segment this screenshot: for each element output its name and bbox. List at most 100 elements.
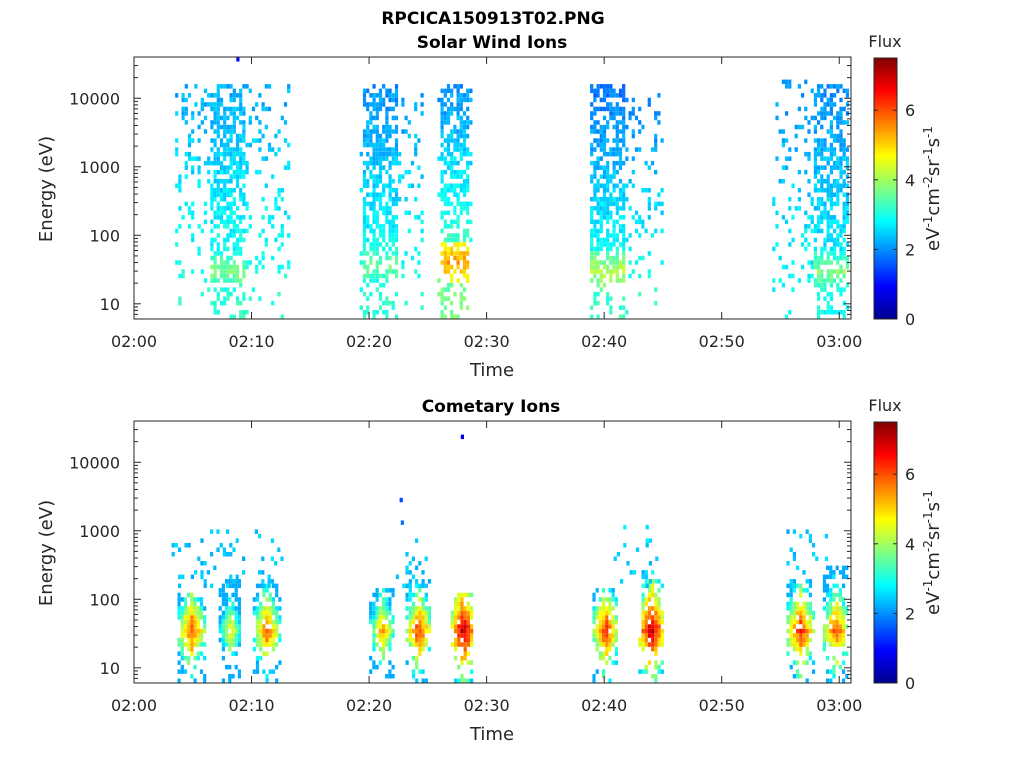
heatmap-cell — [223, 224, 227, 229]
heatmap-cell — [596, 160, 600, 166]
heatmap-cell — [622, 228, 626, 234]
heatmap-cell — [595, 610, 599, 616]
heatmap-cell — [654, 678, 658, 683]
heatmap-cell — [453, 192, 457, 197]
heatmap-cell — [375, 251, 379, 256]
heatmap-cell — [369, 610, 373, 616]
heatmap-cell — [599, 273, 603, 279]
heatmap-cell — [394, 273, 399, 279]
colorbar-tick-label: 6 — [905, 101, 915, 120]
heatmap-cell — [826, 260, 830, 265]
heatmap-cell — [812, 543, 816, 548]
heatmap-cell — [287, 233, 291, 238]
heatmap-cell — [199, 637, 204, 643]
heatmap-cell — [599, 97, 603, 103]
heatmap-cell — [235, 251, 240, 256]
heatmap-cell — [602, 183, 607, 188]
heatmap-cell — [226, 124, 230, 130]
heatmap-cell — [427, 579, 432, 584]
heatmap-cell — [362, 228, 367, 234]
heatmap-cell — [631, 97, 635, 103]
heatmap-cell — [418, 619, 422, 625]
heatmap-cell — [623, 524, 627, 530]
heatmap-cell — [622, 201, 626, 207]
heatmap-cell — [446, 147, 451, 152]
heatmap-cell — [839, 160, 843, 166]
heatmap-cell — [210, 273, 214, 279]
heatmap-cell — [207, 160, 211, 166]
heatmap-cell — [454, 646, 458, 652]
heatmap-cell — [817, 206, 821, 211]
heatmap-cell — [424, 583, 428, 589]
heatmap-cell — [225, 624, 229, 629]
heatmap-cell — [178, 300, 182, 306]
heatmap-cell — [255, 255, 259, 261]
heatmap-cell — [641, 188, 645, 193]
heatmap-cell — [372, 273, 376, 279]
heatmap-cell — [606, 169, 610, 175]
heatmap-cell — [813, 151, 817, 157]
heatmap-cell — [385, 300, 389, 306]
heatmap-cell — [408, 592, 412, 598]
heatmap-cell — [606, 106, 610, 112]
heatmap-cell — [239, 282, 243, 288]
heatmap-cell — [836, 88, 840, 94]
heatmap-cell — [242, 169, 246, 175]
heatmap-cell — [593, 228, 597, 234]
heatmap-cell — [609, 310, 613, 315]
heatmap-cell — [641, 583, 645, 589]
heatmap-cell — [378, 628, 382, 634]
heatmap-cell — [606, 215, 610, 220]
heatmap-cell — [375, 179, 379, 184]
heatmap-cell — [457, 597, 461, 602]
heatmap-cell — [657, 642, 661, 647]
heatmap-cell — [223, 120, 227, 125]
heatmap-cell — [264, 183, 268, 188]
heatmap-cell — [424, 606, 428, 611]
heatmap-cell — [415, 583, 419, 589]
heatmap-cell — [602, 188, 607, 193]
heatmap-cell — [415, 655, 419, 661]
heatmap-cell — [796, 646, 800, 652]
heatmap-cell — [602, 165, 607, 170]
heatmap-cell — [808, 538, 812, 543]
heatmap-cell — [470, 637, 474, 643]
heatmap-cell — [404, 300, 408, 306]
heatmap-cell — [470, 642, 474, 647]
heatmap-cell — [375, 147, 379, 152]
heatmap-cell — [443, 296, 447, 301]
heatmap-cell — [261, 255, 265, 261]
heatmap-cell — [245, 201, 249, 207]
heatmap-cell — [606, 197, 610, 202]
heatmap-cell — [219, 84, 224, 89]
heatmap-cell — [820, 151, 824, 157]
heatmap-cell — [810, 201, 814, 207]
heatmap-cell — [262, 588, 266, 593]
heatmap-cell — [641, 570, 645, 575]
heatmap-cell — [792, 606, 796, 611]
heatmap-cell — [833, 160, 837, 166]
heatmap-cell — [466, 183, 470, 188]
heatmap-cell — [788, 79, 792, 85]
heatmap-cell — [596, 278, 600, 283]
heatmap-cell — [631, 215, 635, 220]
heatmap-cell — [618, 179, 623, 184]
heatmap-cell — [193, 637, 197, 643]
heatmap-cell — [647, 592, 652, 598]
heatmap-cell — [590, 305, 594, 310]
heatmap-cell — [595, 669, 599, 674]
heatmap-cell — [193, 633, 197, 638]
heatmap-cell — [792, 601, 796, 607]
heatmap-cell — [462, 269, 467, 274]
heatmap-cell — [228, 597, 232, 602]
heatmap-cell — [829, 310, 833, 315]
heatmap-cell — [245, 260, 249, 265]
heatmap-cell — [612, 224, 616, 229]
heatmap-cell — [239, 174, 243, 179]
heatmap-cell — [408, 579, 412, 584]
heatmap-cell — [259, 601, 263, 607]
heatmap-cell — [641, 628, 645, 634]
heatmap-cell — [810, 228, 814, 234]
heatmap-cell — [262, 615, 266, 620]
heatmap-cell — [264, 106, 268, 112]
